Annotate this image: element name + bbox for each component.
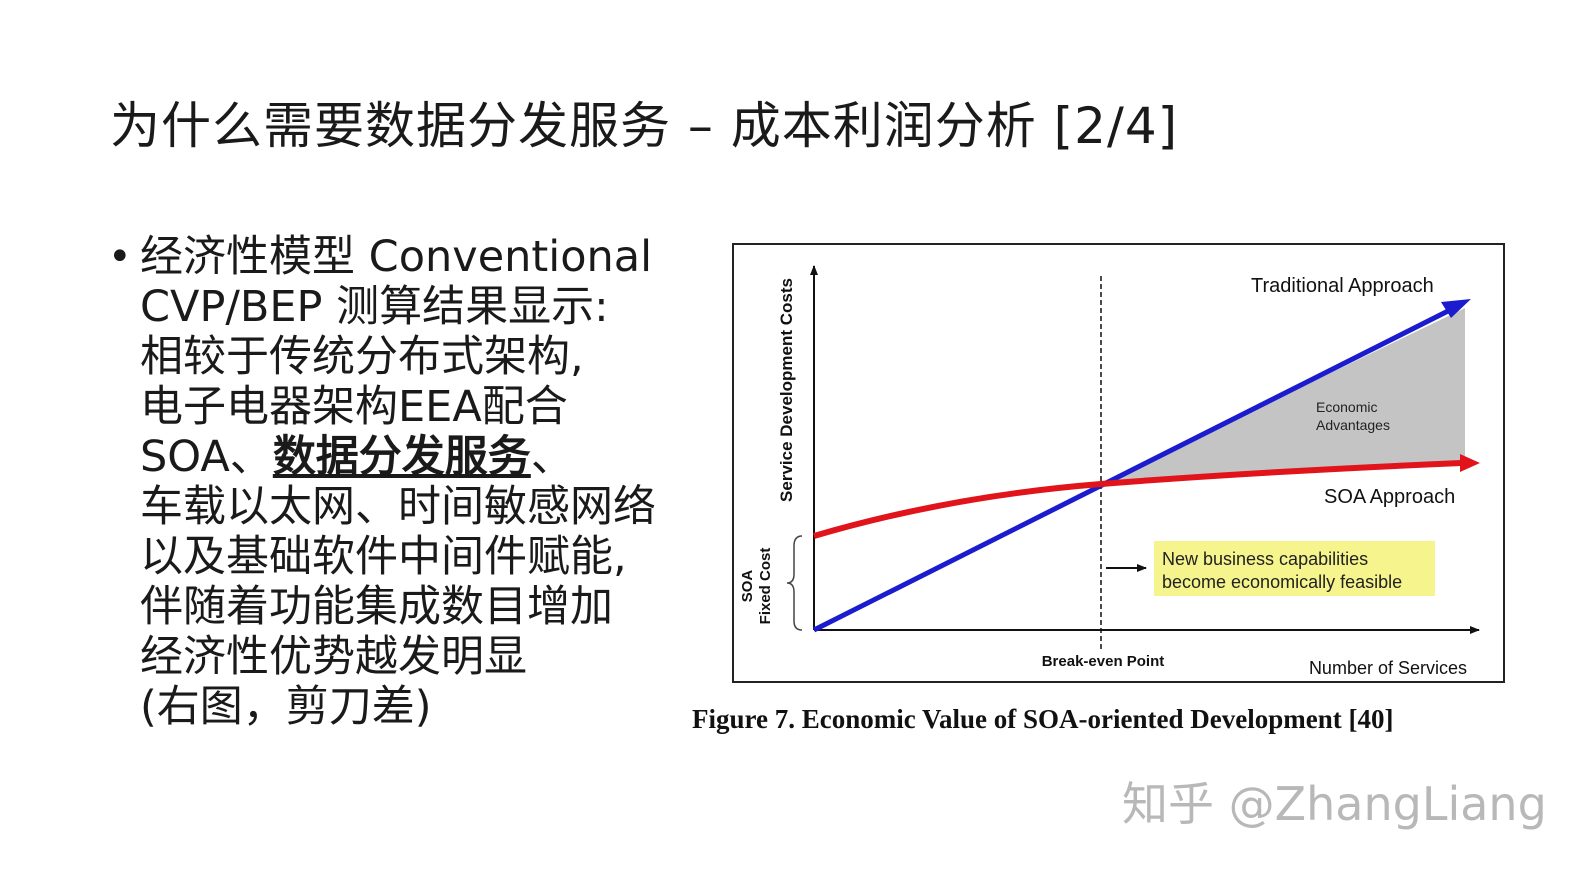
soa-approach-label: SOA Approach xyxy=(1324,486,1455,508)
break-even-label: Break-even Point xyxy=(1042,653,1165,670)
bullet-line: 电子电器架构EEA配合 xyxy=(140,382,568,432)
y-axis-label: Service Development Costs xyxy=(777,278,796,502)
traditional-approach-line xyxy=(812,304,1458,633)
economic-advantages-label-1: Economic xyxy=(1316,399,1377,415)
emphasis-dds: 数据分发服务 xyxy=(272,432,531,482)
bullet-line: 以及基础软件中间件赋能, xyxy=(140,532,627,582)
bullet-line-prefix: SOA、 xyxy=(140,432,273,482)
soa-arrowhead xyxy=(1460,454,1480,472)
bullet-line: (右图，剪刀差) xyxy=(140,682,432,732)
bullet-line: CVP/BEP 测算结果显示: xyxy=(140,282,609,332)
bullet-line-suffix: 、 xyxy=(530,432,574,482)
bullet-line: SOA、数据分发服务、 xyxy=(140,432,698,482)
figure-caption: Figure 7. Economic Value of SOA-oriented… xyxy=(692,704,1393,734)
fixed-cost-brace xyxy=(786,535,803,631)
soa-approach-line xyxy=(813,460,1462,539)
callout-text-1: New business capabilities xyxy=(1162,549,1368,569)
fixed-cost-label: Fixed Cost xyxy=(757,548,774,625)
bullet-line: 经济性模型 Conventional xyxy=(140,232,653,282)
soa-economic-figure: Service Development Costs SOA Fixed Cost… xyxy=(692,243,1505,734)
x-axis-label: Number of Services xyxy=(1309,658,1467,678)
bullet-line: 相较于传统分布式架构, xyxy=(140,332,584,382)
bullet-line: 经济性优势越发明显 xyxy=(140,632,527,682)
bullet-text: 经济性模型 Conventional CVP/BEP 测算结果显示: 相较于传统… xyxy=(140,232,698,732)
traditional-arrowhead xyxy=(1441,299,1471,318)
bullet-marker: • xyxy=(108,234,132,280)
slide-title: 为什么需要数据分发服务 – 成本利润分析 [2/4] xyxy=(110,97,1179,155)
traditional-approach-label: Traditional Approach xyxy=(1251,275,1434,297)
bullet-list: • 经济性模型 Conventional CVP/BEP 测算结果显示: 相较于… xyxy=(108,232,698,732)
bullet-line: 车载以太网、时间敏感网络 xyxy=(140,482,656,532)
callout-text-2: become economically feasible xyxy=(1162,572,1402,592)
watermark: 知乎 @ZhangLiang xyxy=(1122,777,1547,831)
economic-advantages-label-2: Advantages xyxy=(1316,417,1390,433)
callout-box xyxy=(1154,541,1435,596)
bullet-line: 伴随着功能集成数目增加 xyxy=(140,582,613,632)
fixed-cost-label-soa: SOA xyxy=(739,570,756,603)
